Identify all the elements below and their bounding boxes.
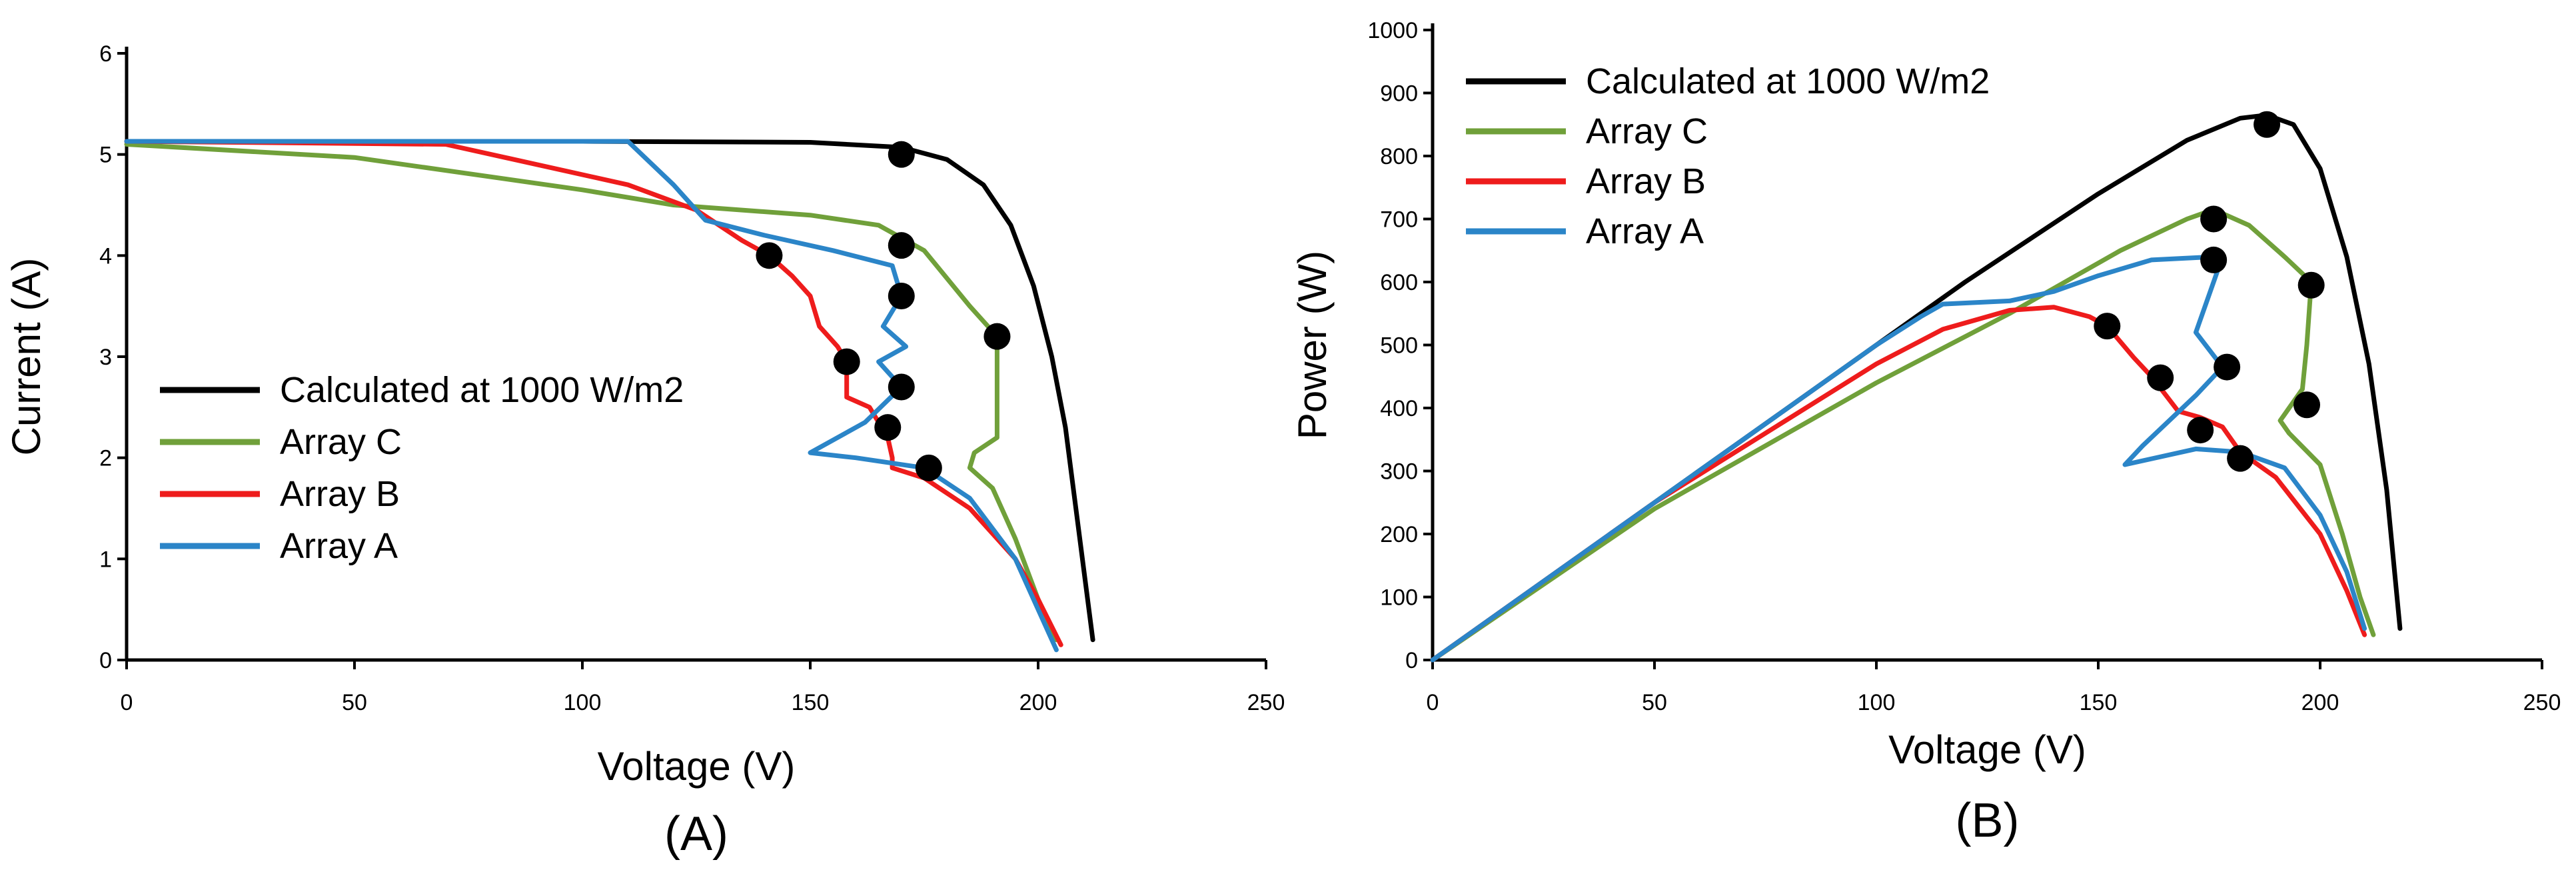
x-tick-label: 200 [1019, 690, 1057, 715]
mpp-marker [2214, 353, 2241, 381]
x-tick-label: 50 [1642, 690, 1667, 715]
series-line-array-b [1430, 305, 2367, 663]
mpp-marker [2094, 313, 2121, 340]
y-tick-label: 200 [1380, 522, 1418, 547]
mpp-marker [2200, 246, 2228, 273]
y-tick-label: 1000 [1367, 18, 1418, 43]
legend-label: Calculated at 1000 W/m2 [1586, 61, 1990, 101]
x-tick-label: 150 [2080, 690, 2118, 715]
mpp-marker [2187, 417, 2214, 444]
y-tick-label: 700 [1380, 207, 1418, 233]
x-tick-label: 0 [121, 690, 133, 715]
series-line-array-c [1430, 207, 2376, 663]
series-line-array-a [1430, 254, 2367, 663]
x-tick-label: 50 [342, 690, 367, 715]
mpp-marker [2227, 445, 2254, 472]
mpp-marker [888, 232, 915, 259]
series-line-array-c [124, 142, 1059, 643]
y-tick-label: 4 [99, 243, 112, 269]
y-tick-label: 2 [99, 446, 112, 471]
legend-label: Calculated at 1000 W/m2 [280, 370, 684, 410]
mpp-marker [2293, 391, 2321, 419]
y-tick-label: 1 [99, 547, 112, 572]
chart-power-vs-voltage: 0 50 100 150 200 250 0 100 200 300 400 500 600 700 800… [1290, 18, 2561, 847]
legend-label: Array C [280, 422, 402, 462]
mpp-marker [833, 348, 860, 375]
x-tick-label: 0 [1427, 690, 1439, 715]
y-tick-label: 0 [1405, 648, 1418, 673]
y-tick-label: 300 [1380, 459, 1418, 485]
y-tick-label: 500 [1380, 333, 1418, 359]
y-tick-label: 6 [99, 41, 112, 67]
series-line-array-a [124, 139, 1059, 653]
y-tick-label: 5 [99, 143, 112, 168]
y-tick-label: 400 [1380, 396, 1418, 421]
y-tick-label: 800 [1380, 144, 1418, 169]
panel-label: (B) [1956, 794, 2020, 847]
mpp-marker [888, 141, 915, 168]
x-tick-label: 250 [1247, 690, 1285, 715]
legend-label: Array A [280, 526, 398, 566]
mpp-marker [915, 454, 942, 481]
y-tick-label: 900 [1380, 81, 1418, 107]
series-line-calculated [1430, 113, 2403, 663]
chart-current-vs-voltage: 0 50 100 150 200 250 0 1 2 3 4 5 6 Voltage (V) Current… [4, 41, 1285, 861]
mpp-marker [874, 414, 902, 441]
y-axis-label: Current (A) [4, 258, 49, 456]
mpp-marker [888, 283, 915, 309]
mpp-marker [2147, 364, 2174, 391]
legend-label: Array C [1586, 111, 1708, 151]
x-axis-label: Voltage (V) [1888, 727, 2086, 772]
mpp-marker [888, 373, 915, 401]
legend-label: Array B [280, 474, 400, 514]
series-line-calculated [124, 139, 1095, 643]
panel-label: (A) [664, 807, 728, 861]
y-tick-label: 600 [1380, 270, 1418, 295]
x-tick-label: 100 [1858, 690, 1896, 715]
legend-label: Array B [1586, 161, 1706, 201]
mpp-marker [2254, 111, 2281, 138]
x-tick-label: 200 [2301, 690, 2339, 715]
legend-label: Array A [1586, 211, 1704, 251]
x-tick-label: 150 [792, 690, 830, 715]
y-axis-label: Power (W) [1290, 251, 1335, 439]
mpp-marker [756, 242, 783, 269]
y-tick-label: 100 [1380, 585, 1418, 611]
mpp-marker [2297, 271, 2325, 299]
x-tick-label: 250 [2523, 690, 2561, 715]
x-tick-label: 100 [564, 690, 602, 715]
y-tick-label: 3 [99, 345, 112, 370]
mpp-marker [983, 323, 1011, 350]
x-axis-label: Voltage (V) [598, 744, 796, 789]
mpp-marker [2200, 205, 2228, 233]
y-tick-label: 0 [99, 648, 112, 673]
